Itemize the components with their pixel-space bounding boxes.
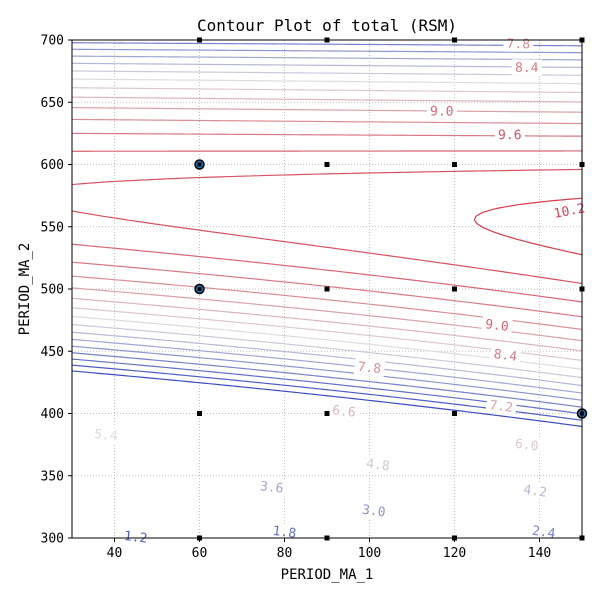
contour-line xyxy=(473,197,583,256)
contour-label-text: 5.4 xyxy=(93,427,118,444)
contour-line xyxy=(71,364,583,421)
design-point xyxy=(197,411,202,416)
contour-line xyxy=(71,150,583,303)
contour-label-bg xyxy=(90,425,122,445)
contour-label-bg xyxy=(527,521,560,542)
contour-lines xyxy=(71,42,583,428)
contour-label: 5.4 xyxy=(90,425,122,445)
contour-label-text: 9.6 xyxy=(498,128,522,143)
y-tick-label: 600 xyxy=(41,158,64,173)
contour-label-bg xyxy=(519,480,552,501)
contour-label: 2.4 xyxy=(527,521,560,542)
contour-label-text: 1.8 xyxy=(272,524,297,542)
y-tick-label: 700 xyxy=(41,34,64,49)
contour-label-text: 10.2 xyxy=(553,201,587,222)
contour-label-text: 8.4 xyxy=(493,347,518,365)
contour-line xyxy=(71,42,583,408)
x-tick-label: 80 xyxy=(277,546,293,561)
y-tick-label: 300 xyxy=(41,532,64,547)
contour-label: 1.2 xyxy=(119,527,152,547)
contour-label-text: 2.4 xyxy=(531,524,557,542)
contour-label: 7.8 xyxy=(353,357,386,377)
contour-label: 8.4 xyxy=(489,345,522,365)
contour-label-bg xyxy=(481,315,513,335)
contour-label-bg xyxy=(549,199,590,223)
contour-label: 3.0 xyxy=(357,500,390,521)
design-point xyxy=(452,162,457,167)
contour-label-bg xyxy=(255,477,288,497)
contour-label-text: 9.0 xyxy=(430,104,454,119)
design-point xyxy=(324,162,330,167)
contour-label: 7.2 xyxy=(485,396,518,416)
design-point xyxy=(452,286,457,292)
contour-line xyxy=(71,370,583,428)
contour-label-text: 8.4 xyxy=(515,61,539,76)
contour-label-text: 7.8 xyxy=(357,360,382,377)
x-tick-label: 100 xyxy=(358,546,381,561)
y-tick-label: 350 xyxy=(41,469,64,484)
contour-label: 9.6 xyxy=(494,126,525,143)
contour-line xyxy=(71,78,583,370)
contour-label-text: 3.6 xyxy=(259,479,284,497)
contour-line xyxy=(71,96,583,352)
design-point xyxy=(324,411,330,416)
contour-label: 4.2 xyxy=(519,480,552,501)
contour-label-bg xyxy=(353,357,386,377)
highlighted-point-center xyxy=(197,287,202,291)
contour-label: 7.8 xyxy=(503,35,534,52)
design-point xyxy=(324,286,330,292)
contour-label: 10.2 xyxy=(549,199,590,223)
contour-label-text: 4.8 xyxy=(365,457,390,475)
y-tick-label: 650 xyxy=(41,96,64,111)
contour-label: 1.8 xyxy=(268,521,301,542)
contour-label-bg xyxy=(485,396,518,416)
contour-label-bg xyxy=(511,59,542,76)
contour-label: 3.6 xyxy=(255,477,288,497)
contour-label-bg xyxy=(362,454,394,475)
x-axis-label: PERIOD_MA_1 xyxy=(281,567,374,583)
y-axis-label: PERIOD_MA_2 xyxy=(17,243,33,336)
y-tick-label: 400 xyxy=(41,407,64,422)
x-tick-label: 120 xyxy=(443,546,466,561)
contour-label-text: 3.0 xyxy=(361,503,386,521)
x-tick-label: 40 xyxy=(107,546,123,561)
contour-label-text: 4.2 xyxy=(522,483,547,501)
y-tick-label: 500 xyxy=(41,283,64,298)
y-tick-label: 450 xyxy=(41,345,64,360)
contour-label-text: 6.6 xyxy=(331,403,356,420)
x-tick-label: 60 xyxy=(192,546,208,561)
contour-label-bg xyxy=(510,434,543,455)
design-point xyxy=(452,411,457,416)
contour-label-bg xyxy=(268,521,301,542)
contour-label-bg xyxy=(489,345,522,365)
contour-label-text: 6.0 xyxy=(514,437,539,455)
contour-line xyxy=(71,168,583,285)
contour-label: 6.6 xyxy=(328,401,360,421)
contour-label-bg xyxy=(426,102,457,120)
y-tick-label: 550 xyxy=(41,220,64,235)
chart-title: Contour Plot of total (RSM) xyxy=(197,16,457,35)
contour-line xyxy=(71,132,583,318)
contour-label: 9.0 xyxy=(481,315,513,335)
highlighted-point-center xyxy=(197,162,202,167)
contour-label: 4.8 xyxy=(362,454,394,475)
contour-label-bg xyxy=(357,500,390,521)
contour-label-text: 9.0 xyxy=(484,317,509,335)
contour-label: 9.0 xyxy=(426,102,457,120)
contour-label-bg xyxy=(328,401,360,421)
axes: 40 60 80 100 120 140 300 350 400 450 500 550 600 650 7… xyxy=(41,34,552,562)
contour-label-text: 7.2 xyxy=(489,398,514,416)
x-tick-label: 140 xyxy=(528,546,551,561)
contour-label-bg xyxy=(494,126,525,143)
contour-label: 8.4 xyxy=(511,59,542,76)
contour-labels: 1.2 1.8 2.4 3.0 3.6 4.2 4.8 5.4 6.0 6.6 7.2 7.8 8.4 9… xyxy=(90,35,590,547)
contour-label-text: 7.8 xyxy=(507,37,531,52)
contour-label-bg xyxy=(119,527,152,547)
contour-label: 6.0 xyxy=(510,434,543,455)
